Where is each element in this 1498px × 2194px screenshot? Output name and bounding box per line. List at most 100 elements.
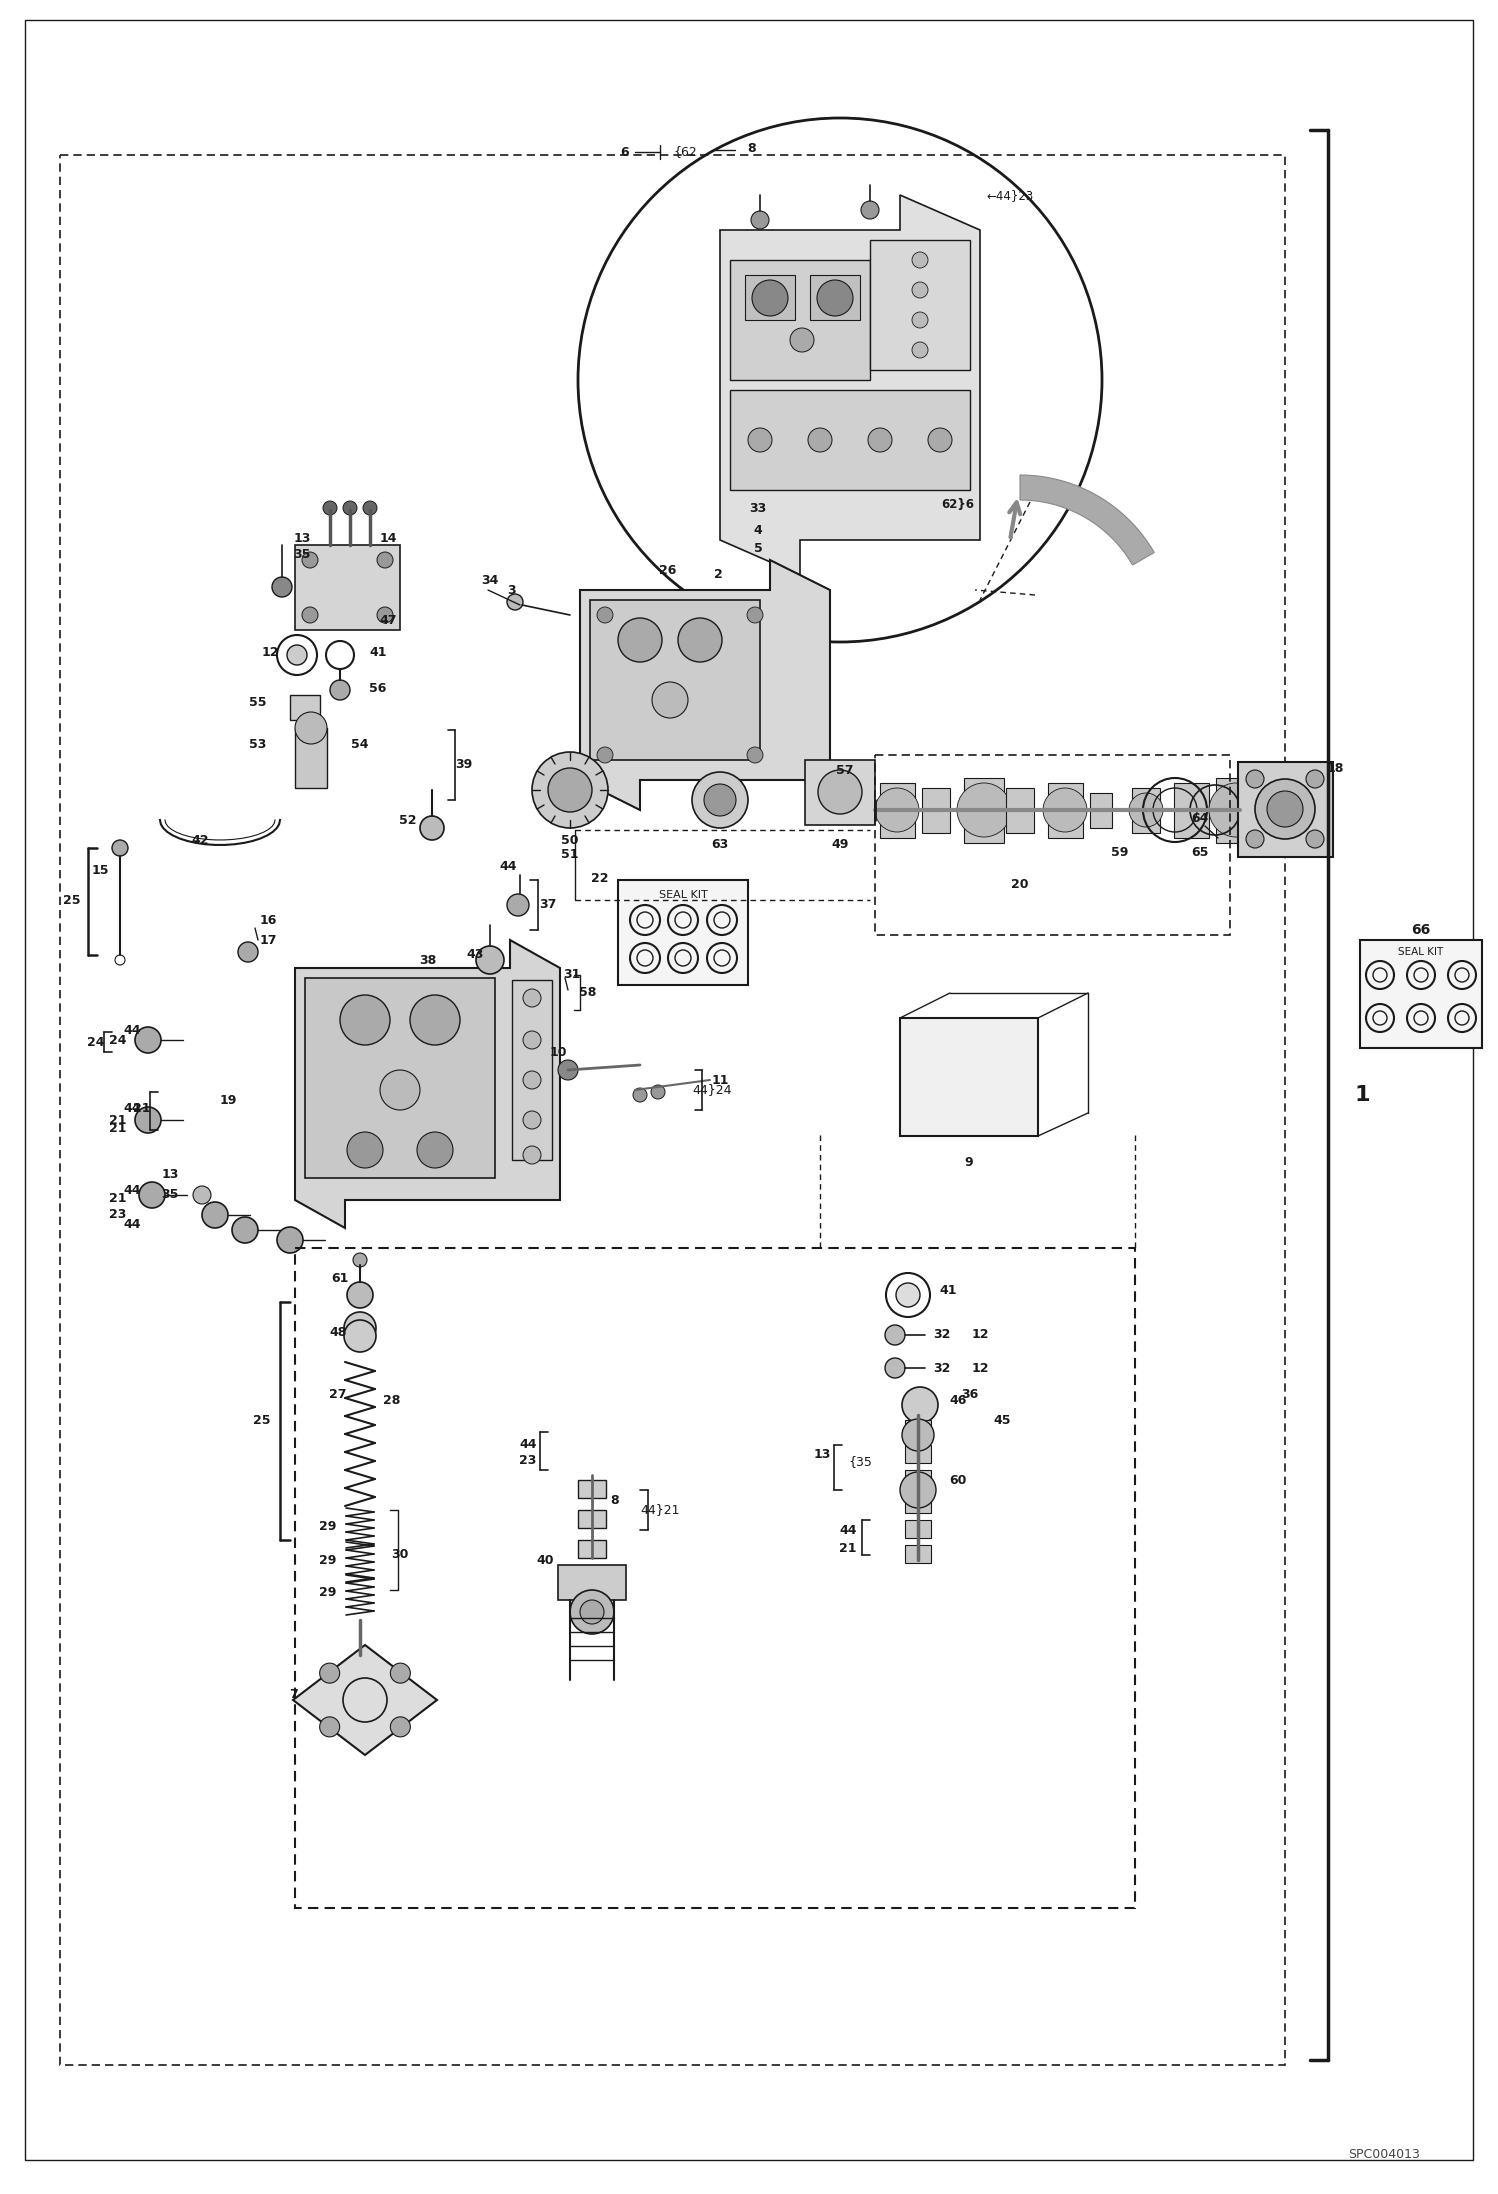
Text: 58: 58 [580, 985, 596, 998]
Bar [1091, 792, 1112, 827]
Circle shape [523, 989, 541, 1007]
Text: SPC004013: SPC004013 [1348, 2148, 1420, 2161]
Circle shape [748, 746, 762, 764]
Text: 11: 11 [712, 1073, 728, 1086]
Text: 41: 41 [939, 1283, 957, 1297]
Circle shape [1246, 829, 1264, 849]
Text: 31: 31 [563, 968, 581, 981]
Circle shape [345, 1321, 376, 1352]
Text: 55: 55 [249, 695, 267, 709]
Text: 39: 39 [455, 759, 473, 772]
Text: 5: 5 [753, 542, 762, 555]
Circle shape [900, 1472, 936, 1507]
Bar [965, 779, 1004, 842]
Text: 66: 66 [1411, 924, 1431, 937]
Text: 25: 25 [63, 893, 81, 906]
Text: 44: 44 [123, 1218, 141, 1231]
Circle shape [416, 1132, 452, 1167]
Text: 4: 4 [753, 524, 762, 538]
Bar [745, 274, 795, 320]
Bar [295, 728, 327, 788]
Circle shape [363, 500, 377, 516]
Text: 44: 44 [123, 1101, 141, 1115]
Circle shape [896, 1283, 920, 1308]
Bar [1132, 788, 1159, 834]
Text: 61: 61 [331, 1273, 349, 1283]
Circle shape [598, 746, 613, 764]
Circle shape [523, 1145, 541, 1165]
Bar [905, 1446, 930, 1463]
Circle shape [377, 553, 392, 568]
Text: 28: 28 [383, 1393, 400, 1406]
Circle shape [580, 1599, 604, 1624]
Bar [619, 880, 748, 985]
Text: 3: 3 [508, 584, 517, 597]
Text: 35: 35 [294, 548, 310, 562]
Text: 13: 13 [162, 1169, 178, 1183]
Text: 8: 8 [611, 1494, 619, 1507]
Circle shape [902, 1420, 933, 1450]
Polygon shape [295, 939, 560, 1229]
Bar [512, 981, 551, 1161]
Circle shape [748, 608, 762, 623]
Text: 10: 10 [550, 1047, 566, 1058]
Bar [921, 788, 950, 834]
Circle shape [752, 281, 788, 316]
Circle shape [380, 1071, 419, 1110]
Circle shape [330, 680, 351, 700]
Circle shape [391, 1663, 410, 1683]
Circle shape [548, 768, 592, 812]
Bar [810, 274, 860, 320]
Circle shape [232, 1218, 258, 1244]
Text: 53: 53 [249, 739, 267, 753]
Text: 65: 65 [1191, 847, 1209, 860]
Bar [905, 1520, 930, 1538]
Text: 9: 9 [965, 1156, 974, 1169]
Bar [1216, 779, 1255, 842]
Bar [1360, 939, 1482, 1049]
Circle shape [1306, 829, 1324, 849]
Text: 44: 44 [123, 1183, 141, 1196]
Text: 44}21: 44}21 [640, 1503, 680, 1516]
Text: 13: 13 [813, 1448, 831, 1461]
Text: 33: 33 [749, 502, 767, 516]
Text: ←44}23: ←44}23 [986, 189, 1034, 202]
Circle shape [1255, 779, 1315, 838]
Circle shape [818, 770, 861, 814]
Circle shape [391, 1718, 410, 1738]
Circle shape [679, 619, 722, 663]
Circle shape [277, 1226, 303, 1253]
Text: 35: 35 [162, 1189, 178, 1202]
Circle shape [303, 608, 318, 623]
Text: 12: 12 [261, 645, 279, 658]
Circle shape [340, 996, 389, 1044]
Text: 13: 13 [294, 531, 310, 544]
Circle shape [1043, 788, 1088, 832]
Text: 12: 12 [971, 1362, 989, 1373]
Text: 18: 18 [1326, 761, 1344, 774]
Circle shape [571, 1591, 614, 1635]
Circle shape [652, 682, 688, 717]
Text: 56: 56 [370, 682, 386, 695]
Bar [590, 599, 759, 759]
Circle shape [348, 1281, 373, 1308]
Text: 15: 15 [91, 864, 109, 875]
Bar [905, 1420, 930, 1437]
Circle shape [912, 312, 927, 327]
Circle shape [748, 428, 771, 452]
Circle shape [1306, 770, 1324, 788]
Text: 38: 38 [419, 954, 436, 968]
Circle shape [506, 893, 529, 917]
Text: 8: 8 [748, 140, 756, 154]
Text: 37: 37 [539, 900, 557, 911]
Circle shape [139, 1183, 165, 1209]
Text: 48: 48 [330, 1325, 346, 1338]
Polygon shape [721, 195, 980, 575]
Circle shape [750, 211, 768, 228]
Text: 29: 29 [319, 1586, 337, 1599]
Circle shape [867, 428, 891, 452]
Bar [306, 979, 494, 1178]
Text: 26: 26 [659, 564, 677, 577]
Circle shape [238, 941, 258, 961]
Bar [295, 544, 400, 630]
